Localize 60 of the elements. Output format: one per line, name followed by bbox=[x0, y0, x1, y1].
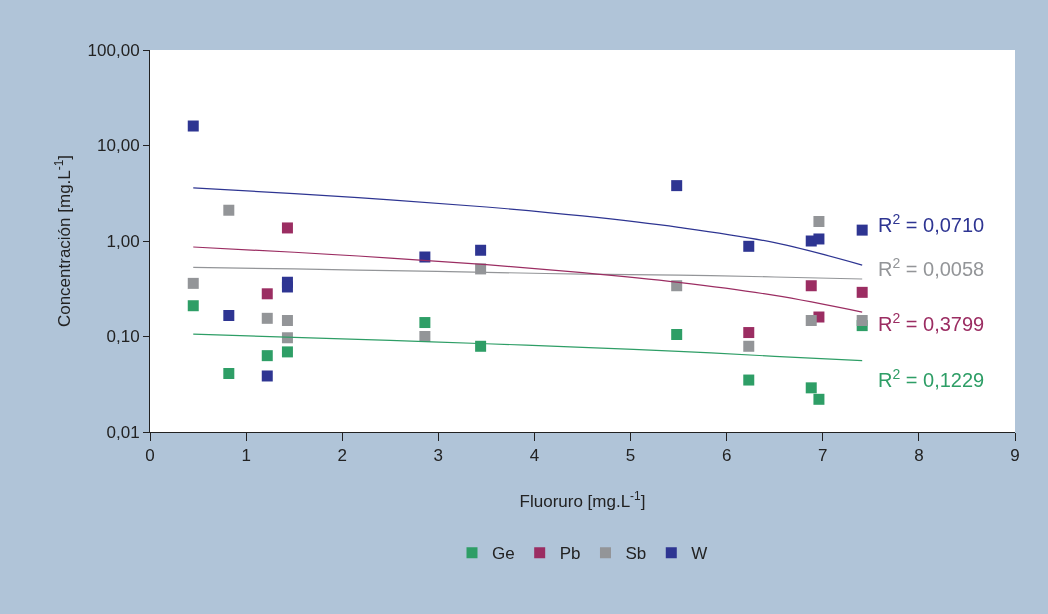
y-tick-label: 0,01 bbox=[106, 422, 140, 442]
point bbox=[813, 216, 825, 228]
y-tick-label: 10,00 bbox=[97, 136, 140, 156]
legend-label: Ge bbox=[492, 544, 515, 564]
line-series bbox=[192, 187, 863, 266]
point bbox=[743, 340, 755, 352]
point bbox=[261, 288, 273, 300]
point bbox=[281, 281, 293, 293]
point bbox=[281, 346, 293, 358]
annotation: R$^{2}$ = 0,3799 bbox=[878, 310, 985, 336]
x-tick-label: 0 bbox=[145, 446, 155, 466]
x-tick-label: 9 bbox=[1010, 446, 1020, 466]
point bbox=[187, 120, 199, 132]
x-tick-label: 2 bbox=[337, 446, 347, 466]
x-tick-label: 8 bbox=[914, 446, 924, 466]
annotation: R$^{2}$ = 0,0710 bbox=[878, 211, 985, 237]
point bbox=[261, 350, 273, 362]
point bbox=[743, 240, 755, 252]
point bbox=[671, 328, 683, 340]
y-tick-label: 100,00 bbox=[87, 40, 140, 60]
y-tick-label: 1,00 bbox=[106, 231, 140, 251]
point bbox=[813, 233, 825, 245]
point bbox=[805, 315, 817, 327]
line-series bbox=[192, 246, 863, 313]
point bbox=[261, 370, 273, 382]
point bbox=[813, 393, 825, 405]
point bbox=[805, 382, 817, 394]
legend-label: Sb bbox=[625, 544, 647, 564]
x-tick-label: 6 bbox=[721, 446, 732, 466]
point bbox=[187, 277, 199, 289]
point bbox=[475, 244, 487, 256]
annotation: R$^{2}$ = 0,0058 bbox=[878, 255, 985, 281]
point bbox=[671, 180, 683, 192]
point bbox=[856, 315, 868, 327]
point bbox=[743, 327, 755, 339]
line-series bbox=[192, 333, 863, 362]
point bbox=[281, 222, 293, 234]
x-tick-label: 5 bbox=[625, 446, 636, 466]
x-tick-label: 1 bbox=[241, 446, 251, 466]
point bbox=[261, 312, 273, 324]
point bbox=[805, 280, 817, 292]
point bbox=[856, 286, 868, 298]
point bbox=[475, 340, 487, 352]
point bbox=[223, 204, 235, 216]
x-tick-label: 4 bbox=[529, 446, 540, 466]
x-tick-label: 3 bbox=[433, 446, 444, 466]
legend-label: W bbox=[691, 544, 708, 564]
x-tick-label: 7 bbox=[818, 446, 828, 466]
x-axis-title: Fluoruro [mg.L$^{-1}$] bbox=[519, 488, 646, 511]
legend-label: Pb bbox=[559, 544, 581, 564]
point bbox=[223, 367, 235, 379]
point bbox=[419, 317, 431, 329]
point bbox=[187, 300, 199, 312]
annotation: R$^{2}$ = 0,1229 bbox=[878, 366, 985, 392]
point bbox=[419, 331, 431, 342]
point bbox=[743, 374, 755, 386]
point bbox=[281, 315, 293, 327]
point bbox=[223, 309, 235, 321]
y-tick-label: 0,10 bbox=[106, 327, 140, 347]
point bbox=[856, 224, 868, 236]
